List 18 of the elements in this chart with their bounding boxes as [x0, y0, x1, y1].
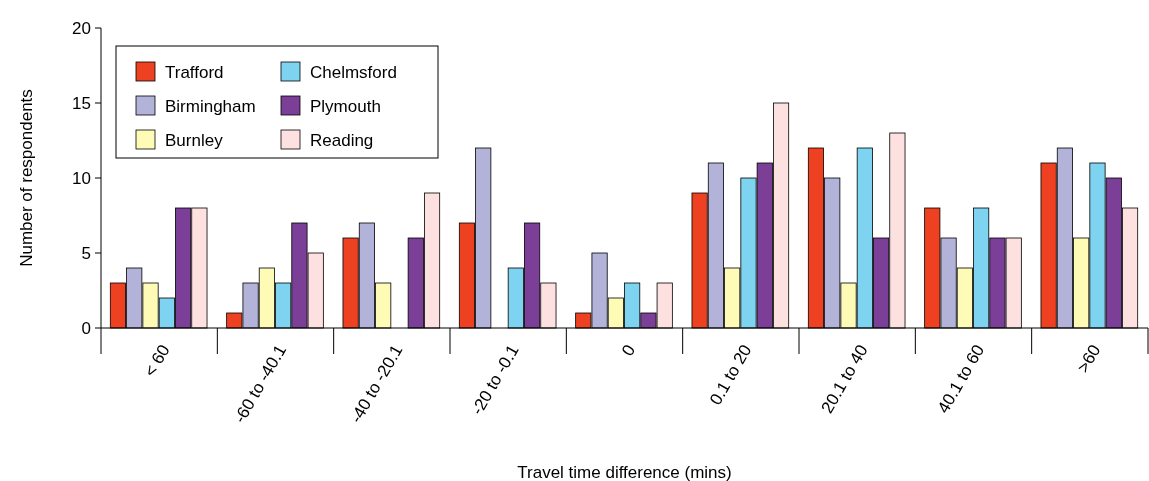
x-tick-label: >60: [1073, 341, 1105, 376]
legend-label: Chelmsford: [310, 62, 397, 82]
y-tick-label: 10: [72, 168, 91, 188]
x-tick-label: 0.1 to 20: [705, 341, 756, 409]
y-tick-label: 20: [72, 18, 91, 38]
y-tick-label: 0: [81, 318, 91, 338]
y-tick-label: 15: [72, 93, 91, 113]
legend-label: Birmingham: [165, 96, 256, 116]
x-axis-title: Travel time difference (mins): [517, 463, 732, 481]
legend-label: Reading: [310, 130, 374, 150]
legend-label: Plymouth: [310, 96, 381, 116]
y-tick-label: 5: [81, 243, 91, 263]
x-tick-label: 0: [617, 341, 640, 360]
x-tick-label: < 60: [140, 341, 174, 381]
x-tick-label: -20 to -0.1: [467, 341, 523, 419]
legend-label: Trafford: [165, 62, 224, 82]
y-axis-title: Number of respondents: [17, 89, 36, 267]
legend-label: Burnley: [165, 130, 224, 150]
